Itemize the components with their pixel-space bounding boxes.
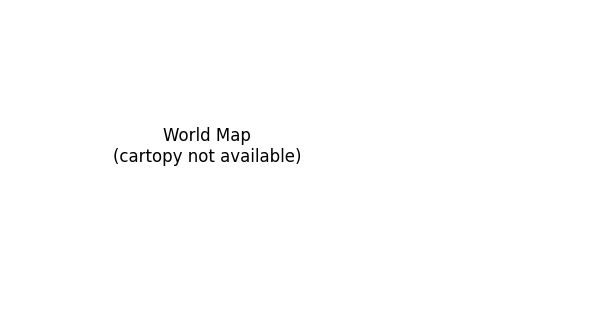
Text: World Map
(cartopy not available): World Map (cartopy not available): [113, 127, 301, 166]
